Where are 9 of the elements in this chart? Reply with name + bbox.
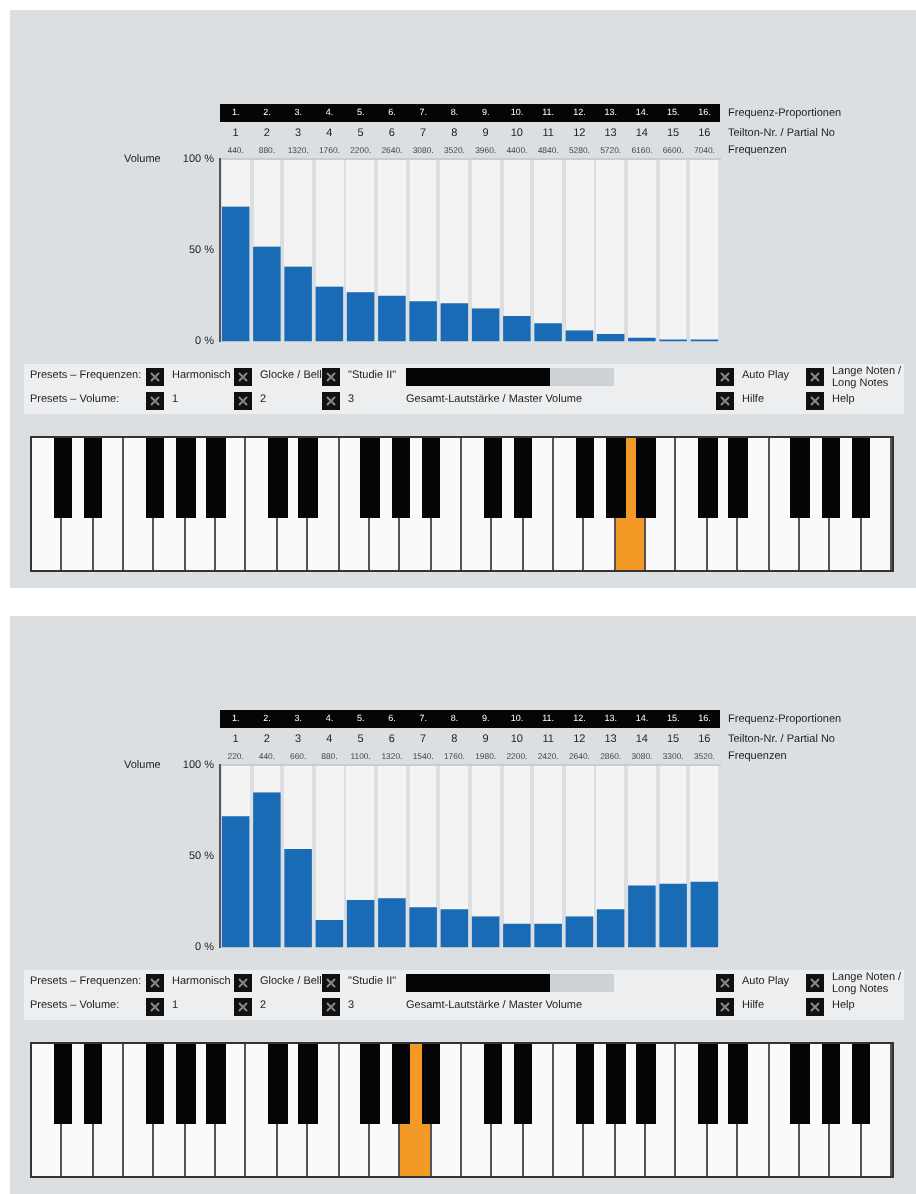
bar: [565, 916, 594, 948]
bar: [315, 920, 344, 948]
bar: [471, 916, 500, 948]
bar: [440, 303, 469, 342]
bar: [565, 330, 594, 342]
bar: [596, 334, 625, 342]
bar: [471, 308, 500, 342]
bar: [596, 909, 625, 948]
bar: [440, 909, 469, 948]
